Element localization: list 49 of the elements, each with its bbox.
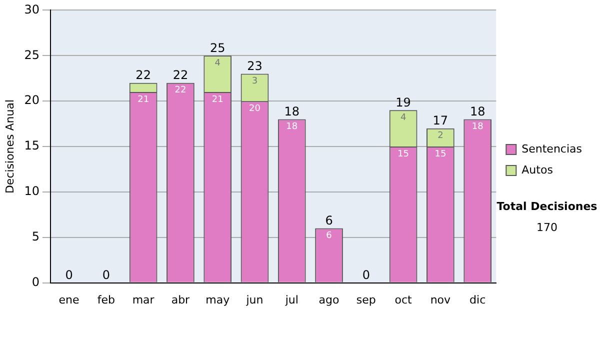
y-tick-label: 10: [24, 184, 40, 198]
data-label: 18: [472, 122, 484, 132]
data-label: 18: [286, 122, 298, 132]
y-tick-label: 25: [24, 48, 40, 62]
data-label: 15: [398, 149, 410, 160]
x-tick-label: dic: [470, 293, 486, 306]
total-label: 25: [210, 40, 226, 55]
y-axis-title: Decisiones Anual: [3, 99, 16, 194]
x-tick-label: jun: [245, 293, 264, 306]
total-label: 22: [172, 68, 188, 82]
total-label: 0: [102, 268, 110, 282]
y-tick-label: 20: [24, 93, 40, 108]
data-label: 3: [252, 76, 258, 87]
x-tick-label: nov: [430, 293, 452, 306]
x-tick-label: mar: [132, 293, 155, 306]
x-tick-label: ago: [318, 293, 340, 306]
data-label: 4: [400, 112, 406, 123]
data-label: 15: [434, 149, 446, 160]
data-label: 6: [326, 231, 332, 242]
data-label: 22: [174, 86, 186, 96]
data-label: 2: [438, 131, 444, 142]
text: 170: [536, 221, 558, 234]
data-label: 21: [138, 94, 150, 105]
legend-label: Autos: [522, 163, 554, 176]
total-label: 18: [284, 104, 300, 118]
total-label: 6: [325, 213, 333, 228]
x-tick-label: sep: [356, 293, 376, 306]
x-tick-label: abr: [171, 293, 190, 306]
x-tick-label: feb: [97, 293, 116, 306]
total-label: 22: [136, 68, 151, 82]
total-label: 23: [247, 58, 262, 73]
total-label: 19: [396, 95, 411, 110]
total-label: 17: [432, 113, 448, 128]
text: Total Decisiones: [496, 200, 598, 213]
x-tick-label: jul: [284, 293, 298, 306]
total-label: 0: [65, 268, 73, 282]
y-tick-label: 30: [24, 2, 40, 16]
x-tick-label: ene: [58, 293, 80, 306]
data-label: 4: [214, 58, 221, 68]
y-tick-label: 0: [32, 274, 40, 289]
total-label: 0: [362, 268, 370, 282]
x-tick-label: may: [206, 293, 230, 306]
data-label: 20: [249, 104, 261, 114]
x-tick-label: oct: [394, 293, 413, 306]
y-tick-label: 5: [32, 229, 40, 244]
legend-label: Sentencias: [522, 142, 582, 156]
data-label: 21: [212, 94, 224, 105]
total-label: 18: [470, 104, 486, 118]
y-tick-label: 15: [24, 138, 40, 153]
